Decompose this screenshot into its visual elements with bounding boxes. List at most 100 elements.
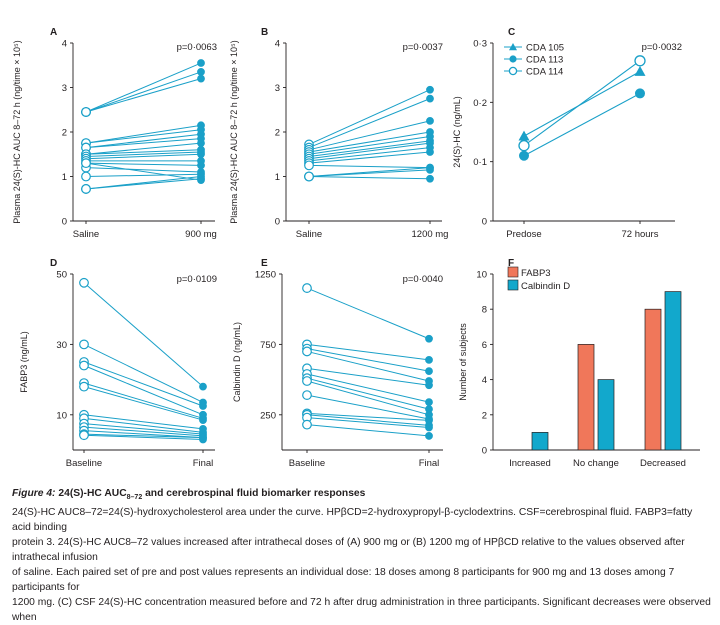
- panel-d-point-pre: [79, 381, 89, 392]
- caption-title-rest: and cerebrospinal fluid biomarker respon…: [142, 488, 366, 499]
- panel-e-point-post: [425, 398, 433, 407]
- panel-c-series-point: [518, 139, 530, 152]
- panel-e-pair-line: [306, 348, 430, 372]
- panel-d-p-value: p=0·0109: [177, 274, 217, 285]
- panel-d-point-pre: [79, 277, 89, 288]
- panel-b-point-post: [426, 116, 434, 125]
- panel-b-pair-line: [308, 147, 431, 162]
- panel-b-point-post: [426, 85, 434, 94]
- panel-c-p-value: p=0·0032: [642, 42, 682, 53]
- panel-c-series-point: [635, 88, 645, 99]
- panel-a-y-tick-label: 3: [62, 83, 67, 94]
- legend-f-swatch: [507, 266, 519, 278]
- panel-a-pair-line: [85, 71, 202, 113]
- panel-c-series-line: [523, 92, 641, 157]
- panel-d-pair-line: [83, 361, 204, 407]
- panel-a-pair-line: [85, 153, 202, 160]
- panel-b-point-post: [426, 94, 434, 103]
- panel-c-y-tick-label: 0·1: [473, 157, 487, 168]
- panel-d-pair-line: [83, 282, 204, 388]
- panel-e-point-pre: [302, 346, 312, 357]
- panel-a-y-tick-label: 0: [62, 217, 67, 228]
- panel-c-label: C: [508, 27, 515, 38]
- panel-d-x-tick-label: Final: [193, 458, 214, 469]
- panel-b-point-post: [426, 174, 434, 183]
- panel-f-bar-fabp3: [577, 344, 595, 451]
- panel-b-p-value: p=0·0037: [403, 42, 443, 53]
- legend-f-label: Calbindin D: [521, 281, 570, 292]
- panel-a-point-post: [197, 68, 205, 76]
- caption-title-sub: 8–72: [126, 494, 143, 502]
- panel-f-x-tick-label: Decreased: [640, 458, 686, 469]
- panel-c-y-tick-label: 0: [482, 217, 487, 228]
- caption-title-text: 24(S)-HC AUC: [58, 488, 127, 499]
- panel-b-point-post: [426, 165, 434, 174]
- panel-c-x-tick-label: Predose: [506, 229, 541, 240]
- panel-a-pair-line: [85, 78, 202, 113]
- panel-e-y-axis-title: Calbindin D (ng/mL): [232, 322, 242, 402]
- panel-a-pair-line: [85, 162, 202, 166]
- panel-a-y-axis-title: Plasma 24(S)-HC AUC 8–72 h (ng/time × 10…: [12, 40, 22, 224]
- panel-e-point-post: [425, 355, 433, 364]
- panel-b-point-pre: [304, 171, 314, 182]
- panel-b-y-tick-label: 1: [275, 172, 280, 183]
- legend-c-marker: [508, 66, 518, 76]
- panel-b-label: B: [261, 27, 268, 38]
- panel-d-pair-line: [83, 343, 204, 403]
- panel-a-pair-line: [85, 129, 202, 144]
- panel-b-y-tick-label: 0: [275, 217, 280, 228]
- panel-e-pair-line: [306, 414, 430, 426]
- panel-b-pair-line: [308, 164, 431, 169]
- panel-d-pair-line: [83, 434, 204, 440]
- caption-line: protein 3. 24(S)-HC AUC8–72 values incre…: [12, 537, 685, 564]
- panel-f-y-tick-label: 6: [482, 340, 487, 351]
- panel-a-point-post: [197, 139, 205, 148]
- legend-c-label: CDA 113: [526, 55, 563, 66]
- panel-f-x-tick-label: No change: [573, 458, 619, 469]
- panel-a-x-tick-label: 900 mg: [185, 229, 217, 240]
- panel-c-series-line: [523, 60, 641, 147]
- figure-panels: A 0 1 2 3 4 Plasma 24(S)-HC AUC 8–72 h (ng/tim…: [12, 27, 700, 469]
- panel-a-pair-line: [85, 149, 202, 155]
- panel-d-pair-line: [83, 417, 204, 433]
- caption-title-main: 24(S)-HC AUC8–72 and cerebrospinal fluid…: [58, 488, 366, 502]
- panel-e-y-tick-label: 750: [260, 340, 276, 351]
- panel-c-y-tick-label: 0·2: [473, 98, 487, 109]
- panel-a-point-pre: [81, 107, 91, 117]
- caption-figure-label: Figure 4:: [12, 488, 56, 499]
- panel-d-point-pre: [79, 430, 89, 441]
- panel-a-point-pre: [81, 158, 91, 169]
- panel-e-p-value: p=0·0040: [403, 274, 443, 285]
- panel-e-point-post: [425, 423, 433, 432]
- panel-e-point-pre: [302, 283, 312, 293]
- panel-e-point-pre: [302, 419, 312, 430]
- panel-d-pair-line: [83, 426, 204, 437]
- panel-a-x-tick-label: Saline: [73, 229, 99, 240]
- panel-b-y-axis-title: Plasma 24(S)-HC AUC 8–72 h (ng/time × 10…: [229, 40, 239, 224]
- panel-a-pair-line: [85, 62, 202, 113]
- panel-a-point-post: [197, 161, 205, 170]
- panel-d-pair-line: [83, 423, 204, 435]
- panel-a-pair-line: [85, 151, 202, 157]
- panel-e-pair-line: [306, 343, 430, 361]
- panel-d-pair-line: [83, 414, 204, 430]
- panel-d-pair-line: [83, 430, 204, 439]
- panel-a-y-tick-label: 4: [62, 39, 67, 50]
- panel-f-y-axis-title: Number of subjects: [458, 323, 468, 401]
- panel-a-point-post: [197, 176, 205, 184]
- panel-f-y-tick-label: 4: [482, 375, 487, 386]
- panel-e-x-tick-label: Baseline: [289, 458, 325, 469]
- panel-e-pair-line: [306, 367, 430, 386]
- panel-d-pair-line: [83, 382, 204, 419]
- panel-b-y-tick-label: 4: [275, 39, 280, 50]
- panel-f-bar-calbindin: [664, 291, 682, 451]
- panel-e-pair-line: [306, 412, 430, 421]
- panel-c-y-tick-label: 0·3: [473, 39, 487, 50]
- legend-f-label: FABP3: [521, 268, 551, 279]
- caption-title: Figure 4: 24(S)-HC AUC8–72 and cerebrosp…: [12, 486, 712, 505]
- panel-e-pair-line: [306, 350, 430, 382]
- panel-f-bar-calbindin: [531, 432, 549, 451]
- legend-c-marker: [509, 55, 517, 63]
- panel-c-series-point: [518, 130, 530, 141]
- panel-f-bar-calbindin: [597, 379, 615, 451]
